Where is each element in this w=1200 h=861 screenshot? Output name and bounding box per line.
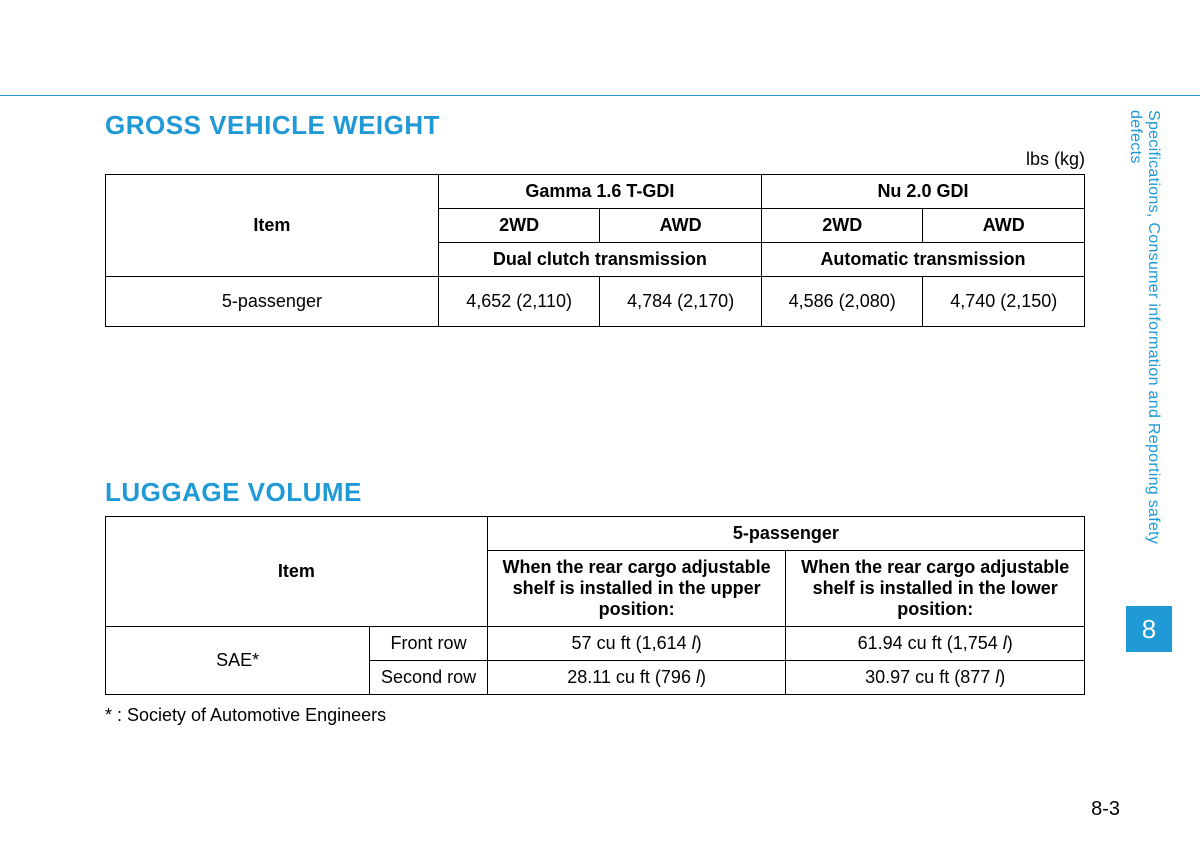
gvw-val-0: 4,652 (2,110) — [438, 277, 600, 327]
val-text: ) — [700, 667, 706, 687]
gvw-item-header: Item — [106, 175, 439, 277]
val-text: ) — [696, 633, 702, 653]
luggage-group-header: 5-passenger — [487, 517, 1084, 551]
top-rule — [0, 95, 1200, 96]
luggage-col-lower: When the rear cargo adjustable shelf is … — [786, 551, 1085, 627]
side-tab: Specifications, Consumer information and… — [1126, 110, 1172, 652]
luggage-sae-label: SAE* — [106, 627, 370, 695]
val-text: 30.97 cu ft (877 — [865, 667, 995, 687]
luggage-second-row: Second row — [370, 661, 487, 695]
gvw-awd-b: AWD — [923, 209, 1085, 243]
table-row: 5-passenger 4,652 (2,110) 4,784 (2,170) … — [106, 277, 1085, 327]
gvw-awd-a: AWD — [600, 209, 762, 243]
gvw-val-2: 4,586 (2,080) — [761, 277, 923, 327]
luggage-front-lower: 61.94 cu ft (1,754 l) — [786, 627, 1085, 661]
luggage-front-row: Front row — [370, 627, 487, 661]
gvw-row-label: 5-passenger — [106, 277, 439, 327]
gvw-val-3: 4,740 (2,150) — [923, 277, 1085, 327]
val-text: 57 cu ft (1,614 — [572, 633, 692, 653]
gvw-val-1: 4,784 (2,170) — [600, 277, 762, 327]
gvw-2wd-b: 2WD — [761, 209, 923, 243]
gvw-trans-a: Dual clutch transmission — [438, 243, 761, 277]
gvw-2wd-a: 2WD — [438, 209, 600, 243]
luggage-footnote: * : Society of Automotive Engineers — [105, 705, 1085, 726]
luggage-col-upper: When the rear cargo adjustable shelf is … — [487, 551, 786, 627]
luggage-front-upper: 57 cu ft (1,614 l) — [487, 627, 786, 661]
gvw-engine-a: Gamma 1.6 T-GDI — [438, 175, 761, 209]
gvw-trans-b: Automatic transmission — [761, 243, 1084, 277]
table-row: Item Gamma 1.6 T-GDI Nu 2.0 GDI — [106, 175, 1085, 209]
val-text: 28.11 cu ft (796 — [567, 667, 696, 687]
page-content: GROSS VEHICLE WEIGHT lbs (kg) Item Gamma… — [105, 110, 1085, 726]
gvw-table: Item Gamma 1.6 T-GDI Nu 2.0 GDI 2WD AWD … — [105, 174, 1085, 327]
luggage-table: Item 5-passenger When the rear cargo adj… — [105, 516, 1085, 695]
luggage-item-header: Item — [106, 517, 488, 627]
val-text: ) — [999, 667, 1005, 687]
page-number: 8-3 — [1091, 798, 1120, 821]
luggage-second-lower: 30.97 cu ft (877 l) — [786, 661, 1085, 695]
luggage-heading: LUGGAGE VOLUME — [105, 477, 1085, 508]
val-text: 61.94 cu ft (1,754 — [858, 633, 1003, 653]
chapter-tab: 8 — [1126, 606, 1172, 652]
gvw-heading: GROSS VEHICLE WEIGHT — [105, 110, 1085, 141]
val-text: ) — [1007, 633, 1013, 653]
table-row: SAE* Front row 57 cu ft (1,614 l) 61.94 … — [106, 627, 1085, 661]
gvw-unit-note: lbs (kg) — [105, 149, 1085, 170]
luggage-second-upper: 28.11 cu ft (796 l) — [487, 661, 786, 695]
gvw-engine-b: Nu 2.0 GDI — [761, 175, 1084, 209]
side-label: Specifications, Consumer information and… — [1126, 110, 1162, 600]
table-row: Item 5-passenger — [106, 517, 1085, 551]
